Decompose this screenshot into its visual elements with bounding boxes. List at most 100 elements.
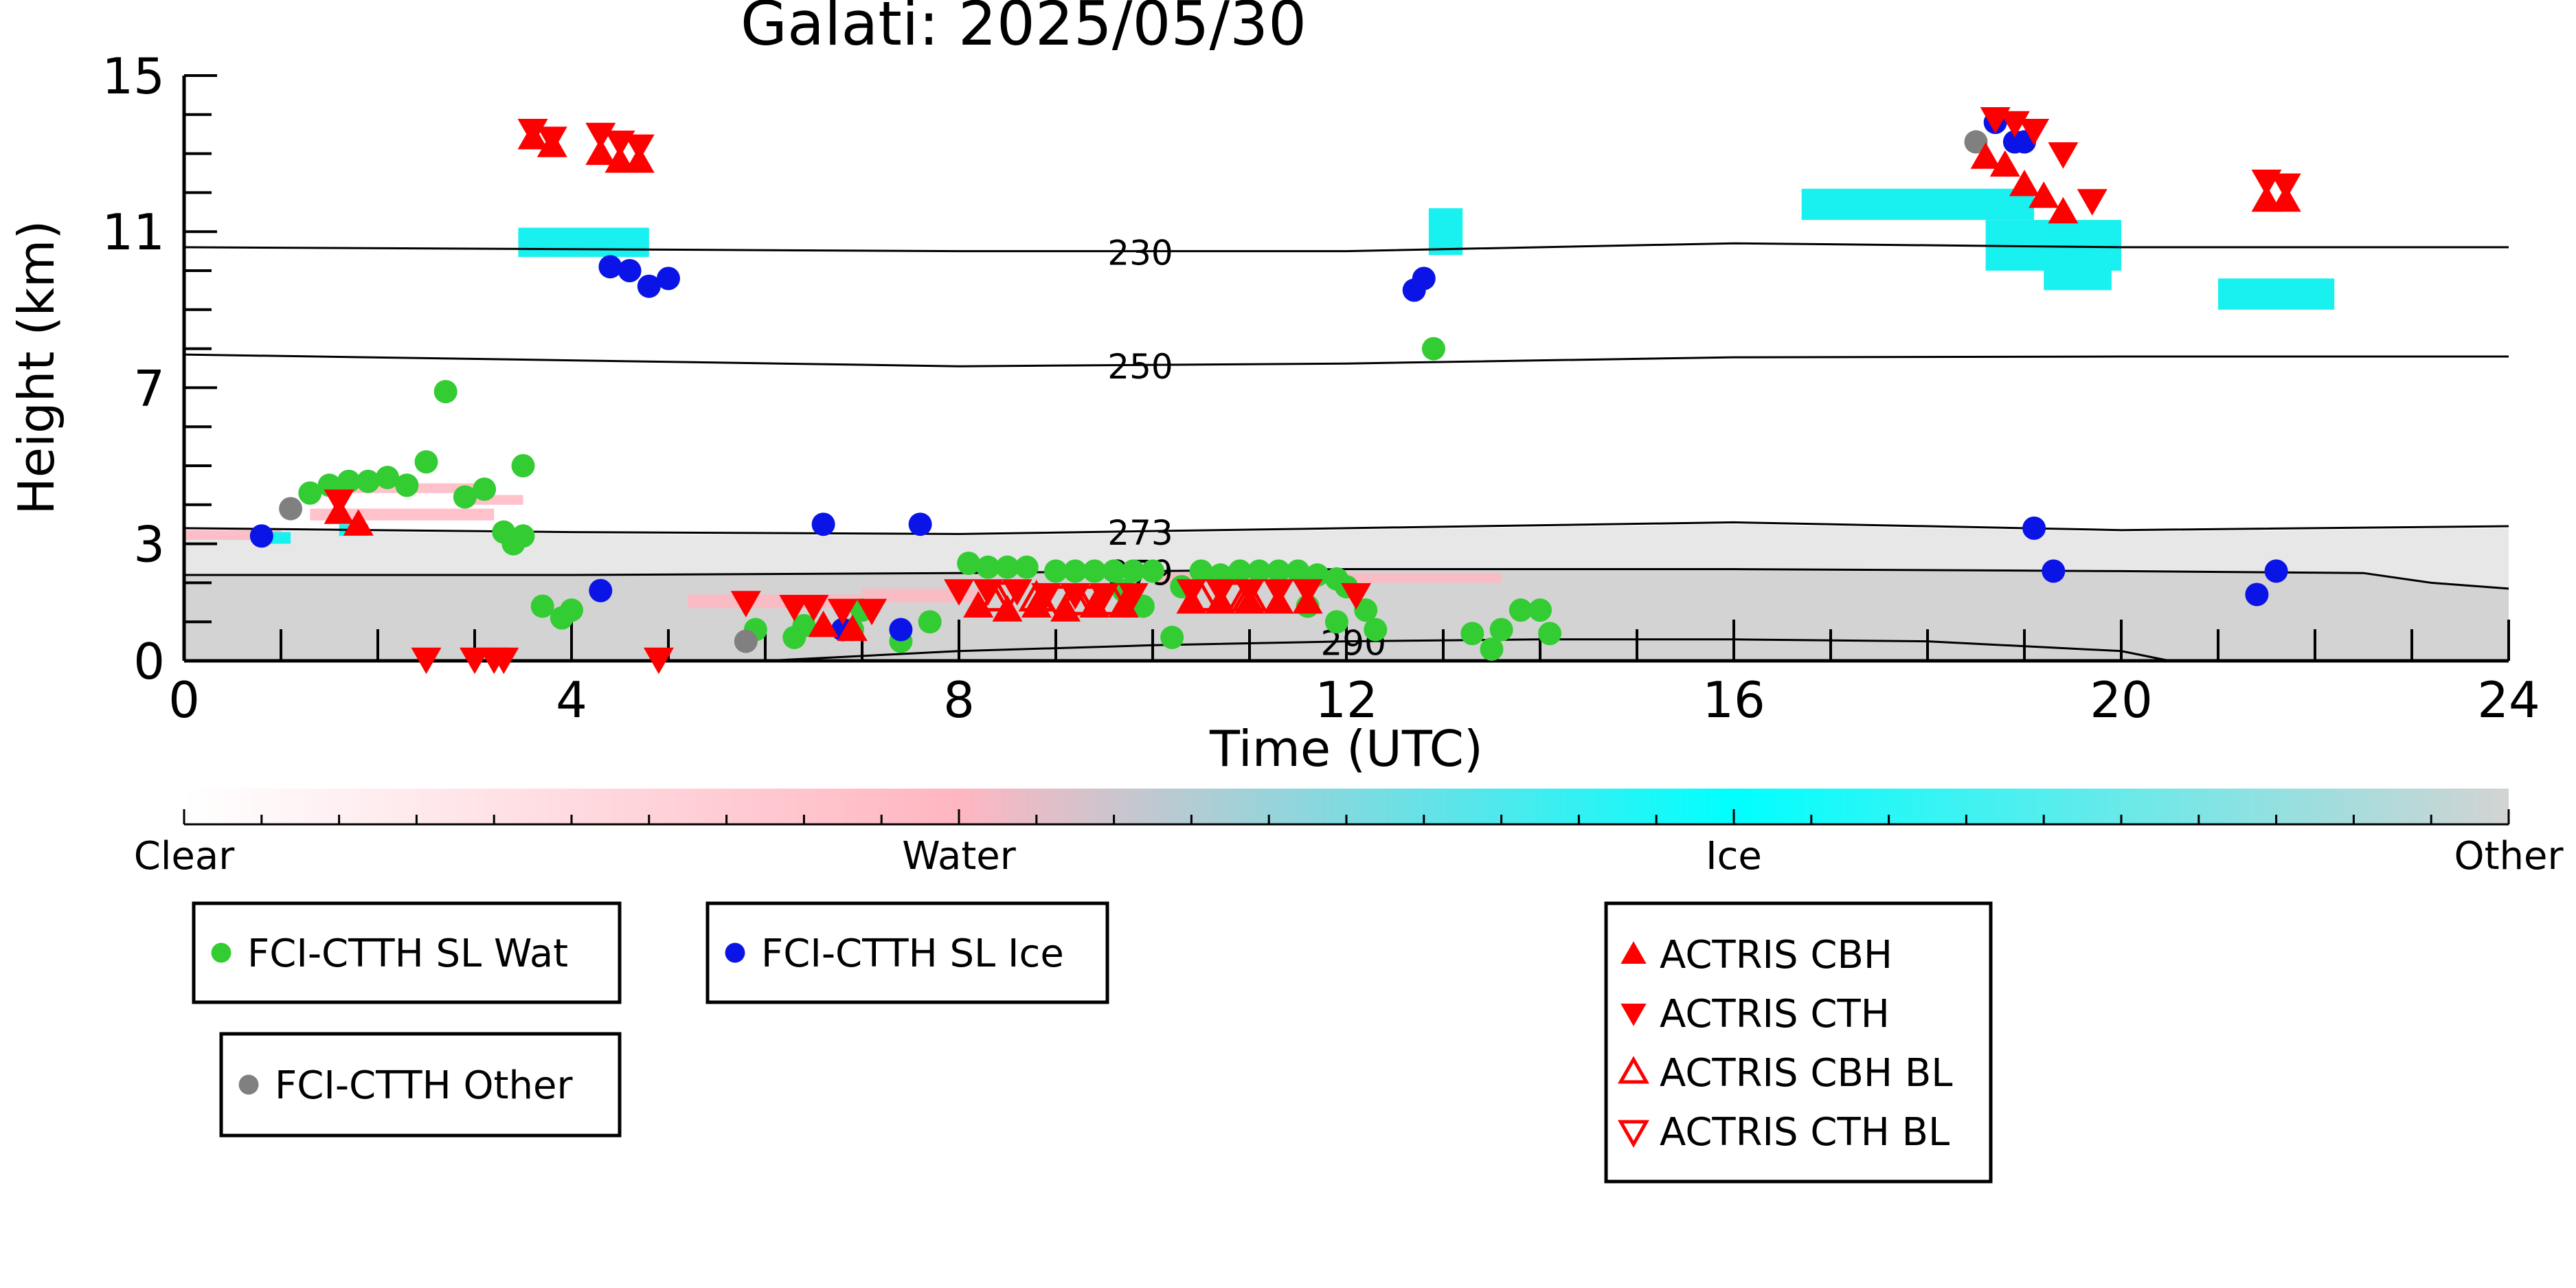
marker-fci-ctth-sl-wat xyxy=(560,598,583,622)
marker-fci-ctth-sl-ice xyxy=(598,255,622,279)
marker-fci-ctth-sl-wat xyxy=(1102,559,1126,583)
marker-fci-ctth-sl-wat xyxy=(1189,559,1213,583)
legend-label: FCI-CTTH SL Wat xyxy=(247,931,568,976)
marker-actris-cth xyxy=(827,598,858,626)
marker-fci-ctth-sl-wat xyxy=(511,524,535,548)
marker-fci-ctth-sl-wat xyxy=(1324,610,1348,634)
marker-actris-cth xyxy=(944,579,974,606)
marker-actris-cbh xyxy=(2048,196,2079,224)
isotherm-label-230: 230 xyxy=(1107,234,1173,273)
marker-actris-cth xyxy=(1118,583,1149,610)
legend-box xyxy=(705,901,1109,1004)
ice-cloud-patch xyxy=(1428,208,1463,256)
marker-actris-cth xyxy=(1341,583,1372,610)
marker-fci-ctth-sl-wat xyxy=(473,477,497,501)
marker-actris-cth xyxy=(624,134,655,161)
marker-fci-ctth-sl-wat xyxy=(414,450,438,474)
marker-actris-cbh-bl xyxy=(1057,583,1094,615)
marker-fci-ctth-other xyxy=(734,629,758,653)
marker-fci-ctth-sl-wat xyxy=(376,466,400,490)
marker-fci-ctth-sl-wat xyxy=(957,552,981,575)
legend-label: FCI-CTTH SL Ice xyxy=(761,931,1064,976)
y-tick-label: 11 xyxy=(102,203,165,261)
marker-actris-cth-bl xyxy=(1212,581,1249,613)
marker-fci-ctth-sl-wat xyxy=(1267,559,1291,583)
marker-actris-cbh-bl xyxy=(980,580,1016,612)
marker-fci-ctth-sl-wat xyxy=(1528,598,1552,622)
legends: FCI-CTTH SL Wat FCI-CTTH SL Ice FCI-CTTH O… xyxy=(192,901,1993,1184)
marker-actris-cth xyxy=(2048,142,2079,169)
y-tick-label: 7 xyxy=(133,359,165,417)
x-tick-label: 16 xyxy=(1702,671,1765,729)
marker-fci-ctth-sl-wat xyxy=(1228,559,1252,583)
marker-fci-ctth-sl-wat xyxy=(792,613,816,637)
chart-title: Galati: 2025/05/30 xyxy=(741,0,1307,59)
marker-actris-cth xyxy=(488,647,519,675)
x-tick-label: 4 xyxy=(556,671,587,729)
marker-fci-ctth-sl-ice xyxy=(908,512,932,536)
marker-actris-cth-bl xyxy=(1037,585,1074,618)
legend-label: ACTRIS CTH xyxy=(1660,992,1890,1037)
marker-actris-cth xyxy=(411,647,442,675)
marker-fci-ctth-sl-wat xyxy=(1160,625,1184,649)
marker-actris-cth xyxy=(460,647,490,675)
marker-actris-cbh-bl xyxy=(1018,580,1055,612)
marker-actris-cth-bl xyxy=(989,581,1026,613)
legend-box xyxy=(219,1032,622,1138)
legend-swatch-actris-cth xyxy=(1620,1004,1647,1026)
marker-actris-cbh xyxy=(2029,181,2059,208)
marker-actris-cth xyxy=(643,647,674,675)
marker-fci-ctth-sl-wat xyxy=(1421,337,1445,361)
marker-actris-cbh xyxy=(837,614,868,642)
legend-swatch-actris-cbh xyxy=(1620,941,1647,964)
y-tick-label: 15 xyxy=(102,47,165,105)
marker-actris-cth xyxy=(2270,173,2301,200)
marker-fci-ctth-sl-wat xyxy=(1286,559,1310,583)
x-tick-label: 0 xyxy=(168,671,200,729)
ice-cloud-patch xyxy=(2044,271,2112,291)
marker-fci-ctth-sl-ice xyxy=(2022,516,2046,540)
marker-actris-cbh-bl xyxy=(1096,583,1132,615)
marker-fci-ctth-sl-wat xyxy=(1121,559,1145,583)
marker-fci-ctth-sl-wat xyxy=(976,555,1000,579)
marker-actris-cth xyxy=(2077,189,2108,216)
marker-actris-cbh-bl xyxy=(1231,580,1268,612)
x-tick-label: 8 xyxy=(943,671,975,729)
mid-cloud-other-region xyxy=(184,524,2509,589)
marker-actris-cbh xyxy=(585,138,616,166)
plot-axes: 0 3 7 11 15 0 4 8 12 16 20 24 xyxy=(102,47,2540,729)
water-cloud-patch xyxy=(862,588,979,602)
marker-actris-cth xyxy=(730,591,761,618)
marker-actris-cth xyxy=(779,595,810,622)
marker-actris-cbh xyxy=(2009,170,2040,196)
marker-fci-ctth-sl-wat xyxy=(1460,622,1484,646)
legend-swatch-actris-cth-bl xyxy=(1617,1120,1650,1148)
marker-fci-ctth-sl-wat xyxy=(1364,618,1388,642)
phase-colorbar: Clear Water Ice Other xyxy=(134,789,2564,879)
marker-fci-ctth-sl-wat xyxy=(337,469,361,493)
marker-fci-ctth-sl-ice xyxy=(811,512,835,536)
isotherm-label-250: 250 xyxy=(1107,347,1173,387)
legend-swatch-fci-ctth-sl-ice xyxy=(725,942,745,963)
marker-fci-ctth-sl-wat xyxy=(1538,622,1562,646)
marker-fci-ctth-sl-ice xyxy=(1412,267,1436,291)
marker-fci-ctth-sl-ice xyxy=(618,259,642,282)
marker-fci-ctth-sl-ice xyxy=(249,524,273,548)
colorbar-label-water: Water xyxy=(902,834,1017,879)
ice-cloud-patch xyxy=(1801,188,2035,221)
marker-actris-cth xyxy=(517,119,548,146)
y-tick-label: 3 xyxy=(133,516,165,574)
legend-label: FCI-CTTH Other xyxy=(275,1063,573,1108)
marker-actris-cth-bl xyxy=(1076,585,1113,618)
marker-actris-cth xyxy=(585,122,616,150)
marker-fci-ctth-sl-wat xyxy=(1480,637,1504,661)
legend-swatch-actris-cbh-bl xyxy=(1617,1056,1650,1084)
colorbar-label-ice: Ice xyxy=(1706,834,1762,879)
marker-fci-ctth-sl-wat xyxy=(395,473,419,497)
marker-fci-ctth-sl-ice xyxy=(657,267,680,291)
marker-fci-ctth-sl-wat xyxy=(1509,598,1533,622)
marker-fci-ctth-sl-wat xyxy=(1354,598,1378,622)
colorbar-label-other: Other xyxy=(2454,834,2564,879)
marker-fci-ctth-sl-ice xyxy=(2264,559,2288,583)
legend-swatch-fci-ctth-other xyxy=(238,1074,259,1095)
